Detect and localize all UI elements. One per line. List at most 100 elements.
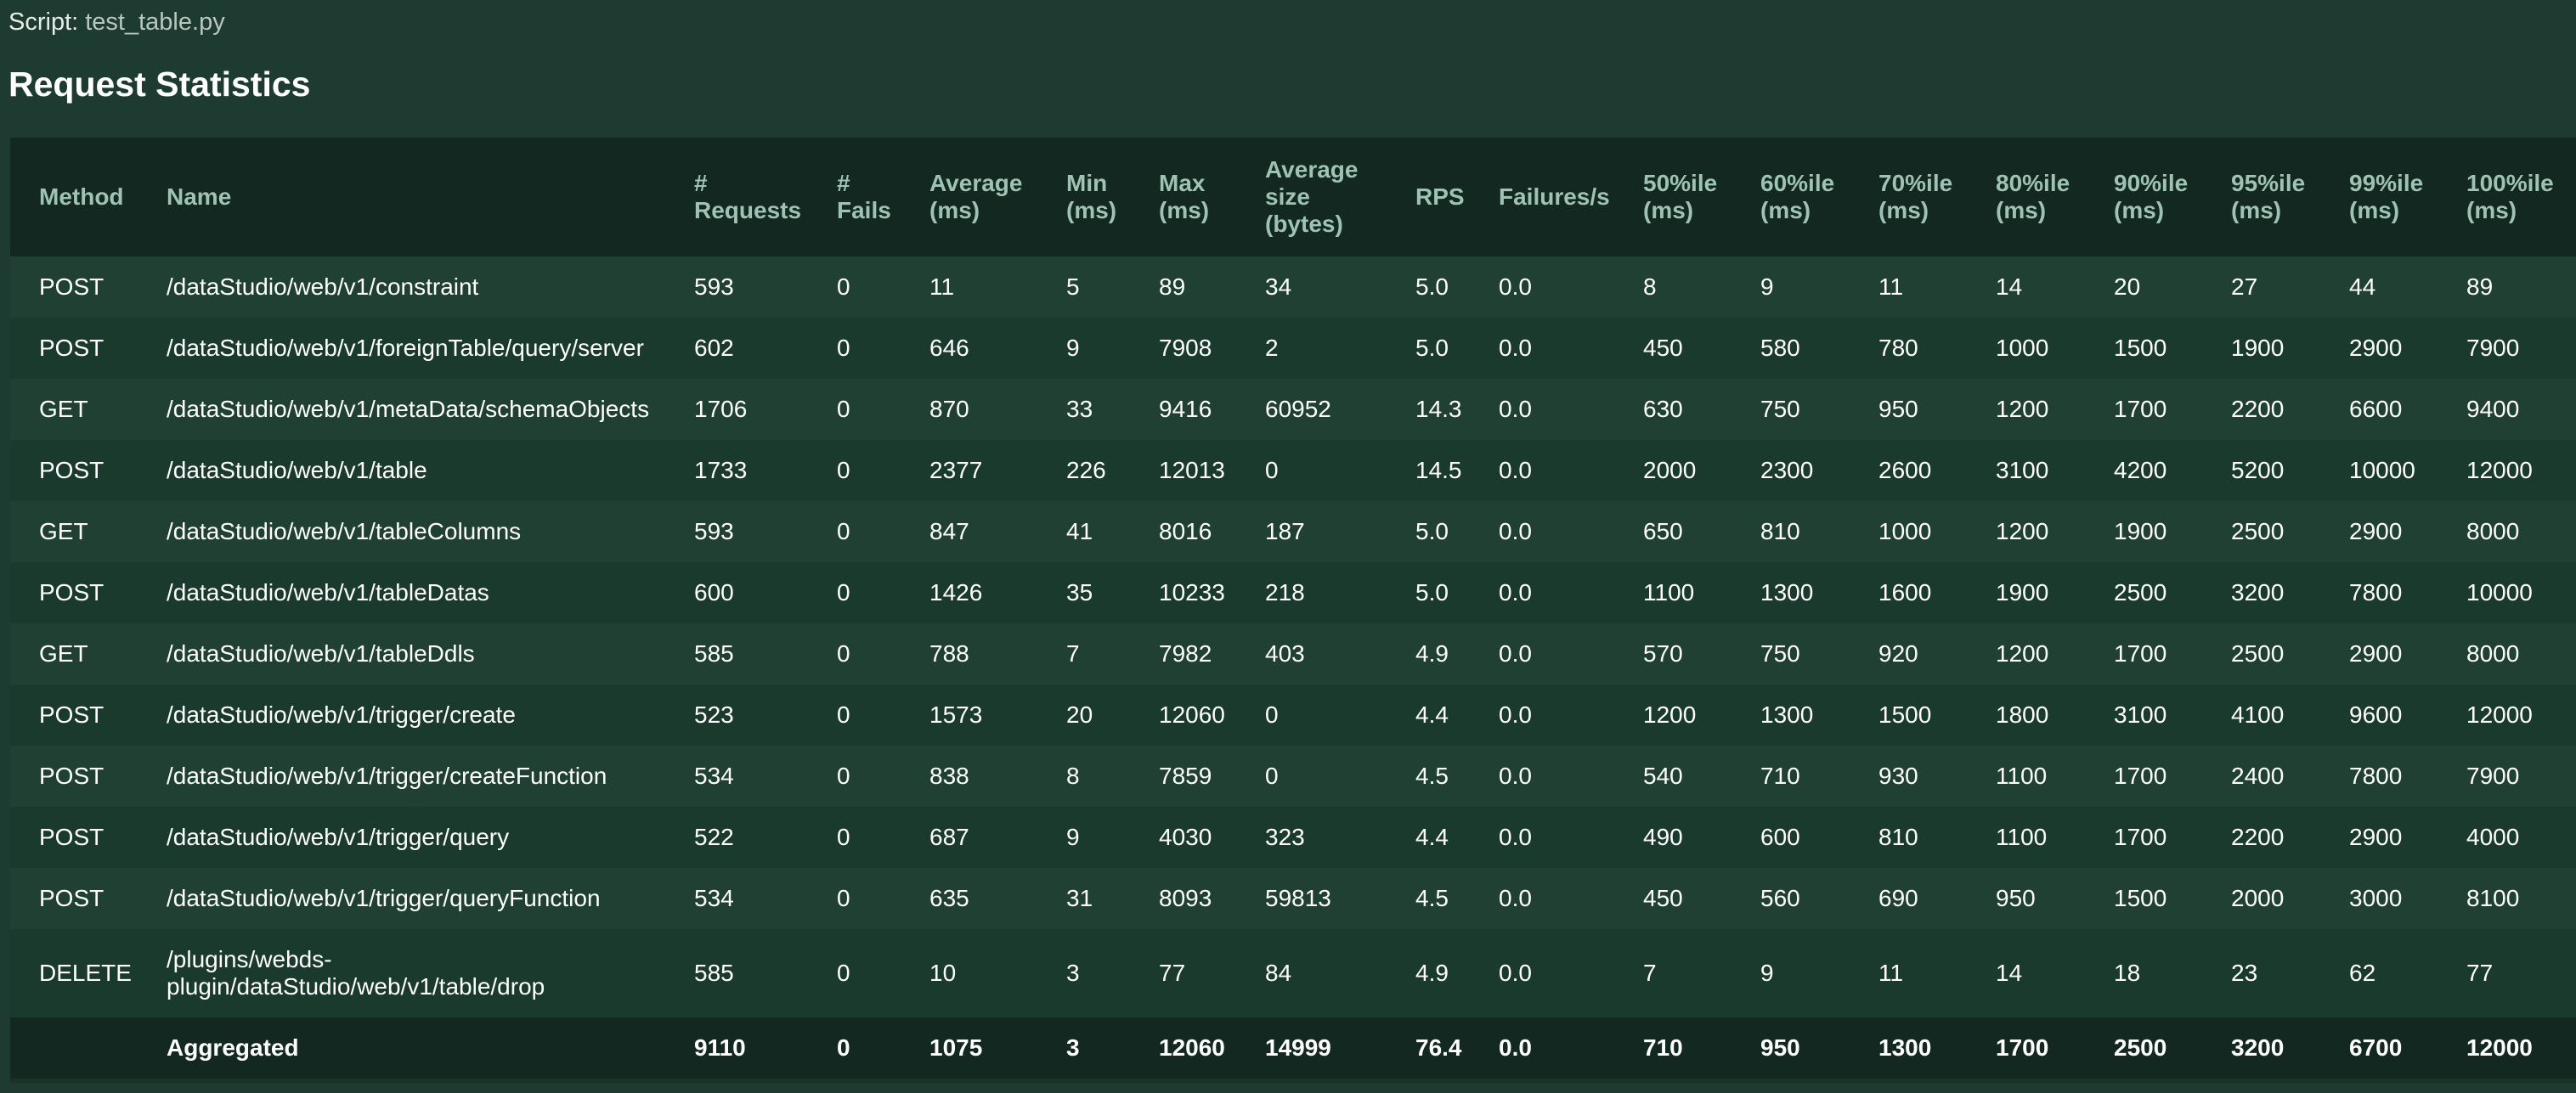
cell-80-ile-ms: 1200 — [1967, 379, 2085, 440]
cell-min-ms: 226 — [1037, 440, 1130, 501]
cell-max-ms: 7982 — [1130, 623, 1236, 685]
cell-average-ms: 635 — [901, 868, 1037, 929]
cell-80-ile-ms: 1900 — [1967, 562, 2085, 623]
column-header-average-ms[interactable]: Average (ms) — [901, 138, 1037, 256]
cell-fails: 0 — [808, 318, 901, 379]
column-header-method[interactable]: Method — [10, 138, 138, 256]
cell-failures-s: 0.0 — [1470, 562, 1614, 623]
request-statistics-table: Method Name # Requests # Fails Average (ms) M… — [10, 138, 2576, 1079]
cell-99-ile-ms: 9600 — [2320, 685, 2438, 746]
aggregated-fails: 0 — [808, 1017, 901, 1079]
column-header-min-ms[interactable]: Min (ms) — [1037, 138, 1130, 256]
column-header-99-ile-ms[interactable]: 99%ile (ms) — [2320, 138, 2438, 256]
cell-min-ms: 5 — [1037, 256, 1130, 318]
cell-method: POST — [10, 868, 138, 929]
cell-average-size-bytes: 2 — [1236, 318, 1387, 379]
aggregated-80-ile-ms: 1700 — [1967, 1017, 2085, 1079]
cell-failures-s: 0.0 — [1470, 440, 1614, 501]
cell-average-ms: 847 — [901, 501, 1037, 562]
script-line: Script: test_table.py — [8, 8, 225, 37]
cell-average-ms: 10 — [901, 929, 1037, 1017]
cell-90-ile-ms: 1900 — [2085, 501, 2202, 562]
cell-average-ms: 838 — [901, 746, 1037, 807]
cell-rps: 4.4 — [1387, 807, 1470, 868]
cell-95-ile-ms: 2500 — [2202, 501, 2320, 562]
column-header-rps[interactable]: RPS — [1387, 138, 1470, 256]
cell-50-ile-ms: 650 — [1614, 501, 1731, 562]
cell-requests: 1706 — [665, 379, 808, 440]
cell-100-ile-ms: 8000 — [2438, 623, 2576, 685]
aggregated-60-ile-ms: 950 — [1731, 1017, 1850, 1079]
cell-requests: 585 — [665, 623, 808, 685]
cell-70-ile-ms: 1000 — [1850, 501, 1967, 562]
column-header-50-ile-ms[interactable]: 50%ile (ms) — [1614, 138, 1731, 256]
table-row: POST/dataStudio/web/v1/foreignTable/quer… — [10, 318, 2576, 379]
page-title: Request Statistics — [8, 65, 311, 104]
cell-80-ile-ms: 3100 — [1967, 440, 2085, 501]
cell-60-ile-ms: 2300 — [1731, 440, 1850, 501]
column-header-60-ile-ms[interactable]: 60%ile (ms) — [1731, 138, 1850, 256]
column-header-failures-s[interactable]: Failures/s — [1470, 138, 1614, 256]
cell-fails: 0 — [808, 685, 901, 746]
cell-average-ms: 687 — [901, 807, 1037, 868]
cell-min-ms: 8 — [1037, 746, 1130, 807]
cell-100-ile-ms: 8000 — [2438, 501, 2576, 562]
cell-50-ile-ms: 630 — [1614, 379, 1731, 440]
cell-failures-s: 0.0 — [1470, 501, 1614, 562]
column-header-80-ile-ms[interactable]: 80%ile (ms) — [1967, 138, 2085, 256]
cell-fails: 0 — [808, 379, 901, 440]
cell-max-ms: 77 — [1130, 929, 1236, 1017]
aggregated-95-ile-ms: 3200 — [2202, 1017, 2320, 1079]
cell-max-ms: 8016 — [1130, 501, 1236, 562]
table-row: GET/dataStudio/web/v1/tableColumns 593 0 84… — [10, 501, 2576, 562]
cell-min-ms: 9 — [1037, 807, 1130, 868]
cell-80-ile-ms: 1100 — [1967, 746, 2085, 807]
column-header-name[interactable]: Name — [138, 138, 665, 256]
script-filename: test_table.py — [85, 8, 225, 36]
cell-rps: 4.5 — [1387, 746, 1470, 807]
cell-average-size-bytes: 34 — [1236, 256, 1387, 318]
cell-method: POST — [10, 746, 138, 807]
column-header-fails[interactable]: # Fails — [808, 138, 901, 256]
cell-average-ms: 1426 — [901, 562, 1037, 623]
cell-99-ile-ms: 10000 — [2320, 440, 2438, 501]
column-header-90-ile-ms[interactable]: 90%ile (ms) — [2085, 138, 2202, 256]
cell-70-ile-ms: 810 — [1850, 807, 1967, 868]
cell-fails: 0 — [808, 623, 901, 685]
cell-99-ile-ms: 2900 — [2320, 623, 2438, 685]
cell-50-ile-ms: 490 — [1614, 807, 1731, 868]
cell-failures-s: 0.0 — [1470, 929, 1614, 1017]
cell-max-ms: 12060 — [1130, 685, 1236, 746]
cell-50-ile-ms: 2000 — [1614, 440, 1731, 501]
cell-max-ms: 89 — [1130, 256, 1236, 318]
cell-rps: 5.0 — [1387, 256, 1470, 318]
cell-max-ms: 9416 — [1130, 379, 1236, 440]
cell-failures-s: 0.0 — [1470, 623, 1614, 685]
cell-rps: 5.0 — [1387, 562, 1470, 623]
cell-100-ile-ms: 89 — [2438, 256, 2576, 318]
aggregated-rps: 76.4 — [1387, 1017, 1470, 1079]
cell-99-ile-ms: 7800 — [2320, 746, 2438, 807]
column-header-max-ms[interactable]: Max (ms) — [1130, 138, 1236, 256]
cell-99-ile-ms: 2900 — [2320, 501, 2438, 562]
cell-failures-s: 0.0 — [1470, 685, 1614, 746]
column-header-70-ile-ms[interactable]: 70%ile (ms) — [1850, 138, 1967, 256]
cell-failures-s: 0.0 — [1470, 379, 1614, 440]
aggregated-requests: 9110 — [665, 1017, 808, 1079]
cell-99-ile-ms: 2900 — [2320, 318, 2438, 379]
cell-80-ile-ms: 14 — [1967, 256, 2085, 318]
cell-95-ile-ms: 23 — [2202, 929, 2320, 1017]
column-header-requests[interactable]: # Requests — [665, 138, 808, 256]
cell-70-ile-ms: 780 — [1850, 318, 1967, 379]
cell-50-ile-ms: 1100 — [1614, 562, 1731, 623]
cell-method: POST — [10, 318, 138, 379]
column-header-95-ile-ms[interactable]: 95%ile (ms) — [2202, 138, 2320, 256]
column-header-average-size-bytes[interactable]: Average size (bytes) — [1236, 138, 1387, 256]
cell-95-ile-ms: 2500 — [2202, 623, 2320, 685]
cell-failures-s: 0.0 — [1470, 807, 1614, 868]
column-header-100-ile-ms[interactable]: 100%ile (ms) — [2438, 138, 2576, 256]
table-row: POST/dataStudio/web/v1/tableDatas 600 0 142… — [10, 562, 2576, 623]
cell-fails: 0 — [808, 440, 901, 501]
cell-rps: 14.3 — [1387, 379, 1470, 440]
cell-fails: 0 — [808, 929, 901, 1017]
